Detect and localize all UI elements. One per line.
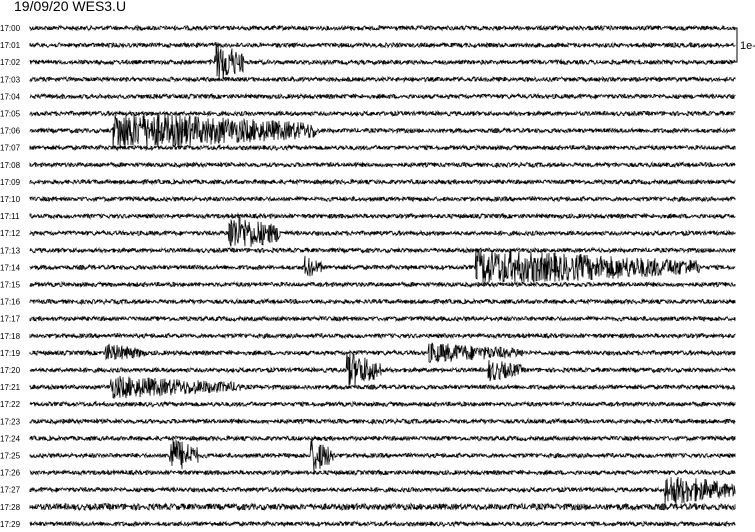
row-label: 17:08 <box>0 161 21 170</box>
row-label: 17:19 <box>0 349 21 358</box>
seismic-trace-row <box>29 112 736 150</box>
seismic-trace-row <box>29 161 736 169</box>
row-label: 17:04 <box>0 92 21 101</box>
row-label: 17:26 <box>0 469 21 478</box>
row-label: 17:07 <box>0 144 21 153</box>
seismic-trace-row <box>29 75 736 83</box>
seismic-trace-row <box>29 315 736 323</box>
seismic-trace-row <box>29 42 736 82</box>
seismic-trace-row <box>29 520 736 528</box>
seismic-trace-row <box>29 246 736 254</box>
seismic-trace-row <box>29 434 736 443</box>
row-label: 17:27 <box>0 486 21 495</box>
row-label: 17:11 <box>0 212 20 221</box>
row-label: 17:20 <box>0 366 21 375</box>
seismic-trace-row <box>29 439 736 473</box>
seismic-trace-row <box>29 376 736 399</box>
seismic-trace-row <box>29 212 736 220</box>
row-label: 17:18 <box>0 332 21 341</box>
seismic-trace-row <box>29 352 736 389</box>
row-label: 17:05 <box>0 110 21 119</box>
row-label: 17:03 <box>0 75 21 84</box>
row-label: 17:13 <box>0 246 21 255</box>
row-label: 17:06 <box>0 127 21 136</box>
row-label: 17:12 <box>0 229 21 238</box>
row-label: 17:15 <box>0 281 21 290</box>
row-label: 17:23 <box>0 417 21 426</box>
row-label: 17:01 <box>0 41 21 50</box>
row-label: 17:25 <box>0 452 21 461</box>
seismic-trace-row <box>29 417 736 425</box>
row-label: 17:16 <box>0 298 21 307</box>
seismic-trace-row <box>29 297 736 306</box>
seismic-trace-row <box>29 24 736 32</box>
seismic-trace-row <box>29 41 736 49</box>
seismic-trace-row <box>29 400 736 408</box>
seismic-trace-row <box>29 476 736 506</box>
seismic-trace-row <box>29 109 736 118</box>
row-label: 17:02 <box>0 58 21 67</box>
seismic-trace-row <box>29 502 736 512</box>
seismic-trace-row <box>29 468 736 477</box>
seismic-trace-row <box>29 143 736 152</box>
seismic-trace-row <box>29 342 736 364</box>
scale-bar <box>733 27 738 63</box>
seismic-trace-row <box>29 248 736 284</box>
row-label: 17:14 <box>0 263 21 272</box>
seismic-trace-row <box>29 92 736 101</box>
row-label: 17:17 <box>0 315 21 324</box>
row-label: 17:22 <box>0 400 21 409</box>
row-label: 17:29 <box>0 520 21 529</box>
seismic-trace-row <box>29 332 736 340</box>
row-label: 17:28 <box>0 503 21 512</box>
seismic-trace-row <box>29 280 736 289</box>
seismic-trace-row <box>29 195 736 203</box>
chart-title: 19/09/20 WES3.U <box>14 0 127 14</box>
seismic-trace-row <box>29 216 736 247</box>
scale-label: 1e- <box>740 40 755 52</box>
row-label: 17:24 <box>0 434 21 443</box>
row-label: 17:00 <box>0 24 21 33</box>
row-label: 17:10 <box>0 195 21 204</box>
row-label: 17:09 <box>0 178 21 187</box>
row-label: 17:21 <box>0 383 21 392</box>
seismic-trace-row <box>29 178 736 186</box>
